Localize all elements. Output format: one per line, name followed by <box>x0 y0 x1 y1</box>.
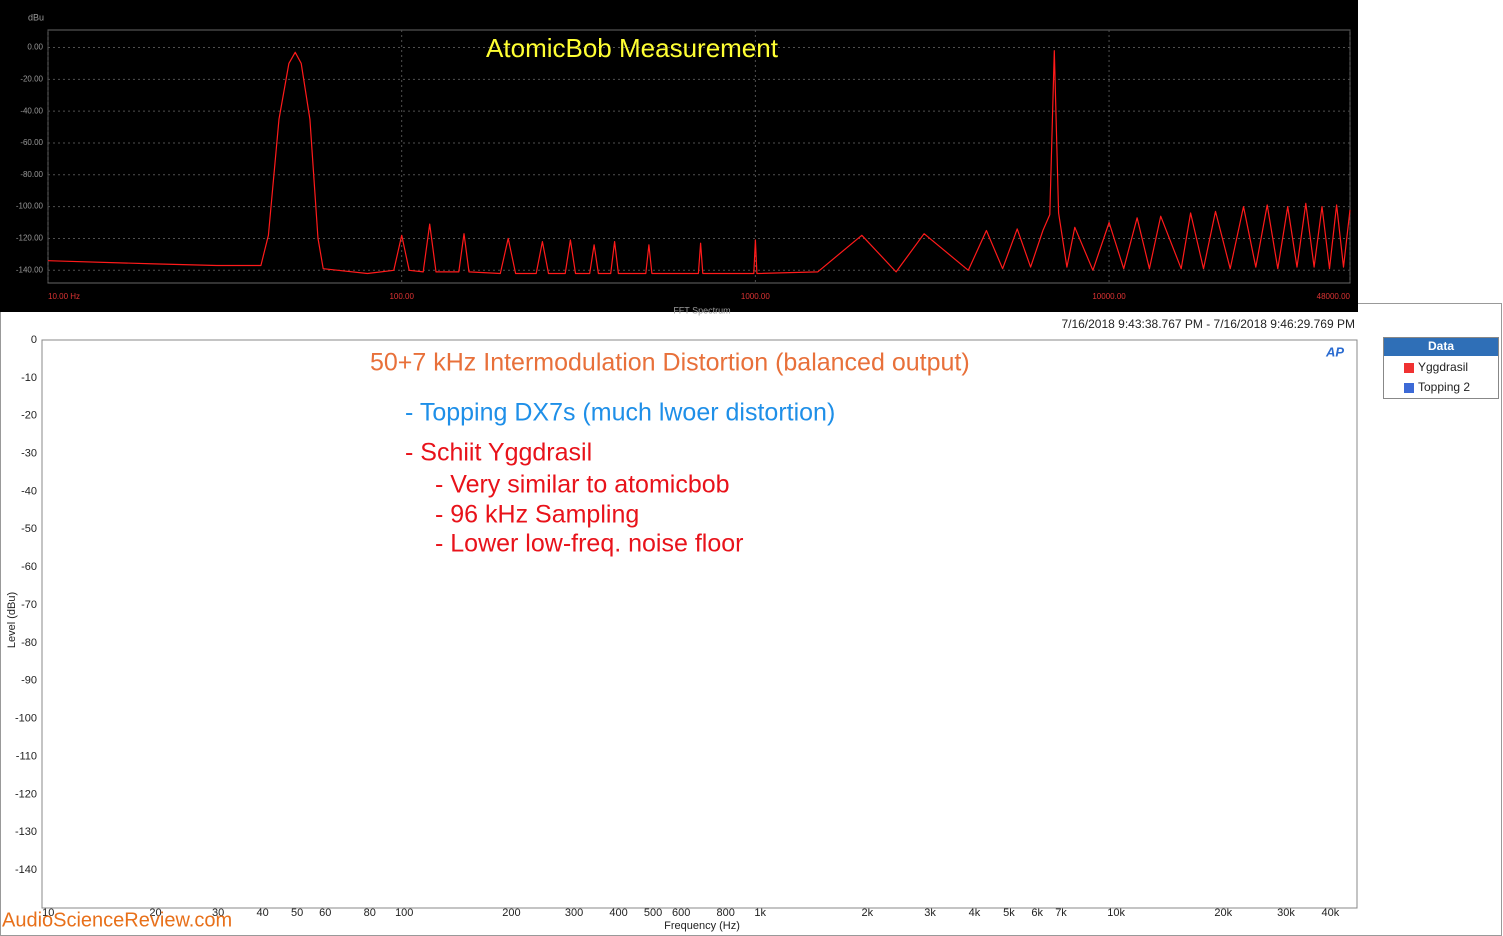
x-tick-label: 60 <box>319 907 331 919</box>
y-tick-label: -90 <box>21 675 37 687</box>
x-tick-label: 600 <box>672 907 690 919</box>
y-tick-label: 0.00 <box>27 43 43 52</box>
y-tick-label: -140 <box>15 864 37 876</box>
annotation: - 96 kHz Sampling <box>435 501 639 529</box>
x-tick-label: 48000.00 <box>1317 292 1351 301</box>
x-tick-label: 7k <box>1055 907 1067 919</box>
x-tick-label: 2k <box>862 907 874 919</box>
y-tick-label: -60.00 <box>20 138 43 147</box>
top-y-label: dBu <box>28 12 44 22</box>
ap-logo: AP <box>1325 344 1344 359</box>
legend: Data Yggdrasil Topping 2 <box>1383 337 1499 399</box>
annotation: - Schiit Yggdrasil <box>405 439 592 467</box>
x-tick-label: 50 <box>291 907 303 919</box>
annotation: - Very similar to atomicbob <box>435 471 730 499</box>
x-tick-label: 40 <box>256 907 268 919</box>
chart-0: 0.00 -20.00 -40.00 -60.00 -80.00 -100.00 -120.… <box>16 30 1351 301</box>
x-tick-label: 30k <box>1277 907 1295 919</box>
timestamp: 7/16/2018 9:43:38.767 PM - 7/16/2018 9:4… <box>1061 317 1355 331</box>
legend-swatch <box>1404 363 1414 373</box>
x-tick-label: 300 <box>565 907 583 919</box>
legend-header <box>1384 338 1498 356</box>
y-tick-label: -100 <box>15 713 37 725</box>
x-tick-label: 6k <box>1031 907 1043 919</box>
x-tick-label: 10.00 Hz <box>48 292 80 301</box>
annotation: - Lower low-freq. noise floor <box>435 530 743 558</box>
legend-label: Topping 2 <box>1418 380 1470 394</box>
legend-title: Data <box>1428 339 1454 353</box>
bottom-title: 50+7 kHz Intermodulation Distortion (bal… <box>370 349 970 377</box>
x-tick-label: 1k <box>754 907 766 919</box>
y-tick-label: -30 <box>21 448 37 460</box>
x-axis-label: Frequency (Hz) <box>664 920 740 932</box>
y-tick-label: -20 <box>21 410 37 422</box>
x-tick-label: 10 <box>42 907 54 919</box>
y-tick-label: -80 <box>21 637 37 649</box>
x-tick-label: 400 <box>609 907 627 919</box>
bottom-plot-frame <box>41 339 1358 909</box>
y-tick-label: -140.00 <box>16 265 44 274</box>
y-tick-label: -120.00 <box>16 234 44 243</box>
y-tick-label: -80.00 <box>20 170 43 179</box>
y-tick-label: -60 <box>21 561 37 573</box>
x-tick-label: 20k <box>1214 907 1232 919</box>
x-tick-label: 5k <box>1003 907 1015 919</box>
x-tick-label: 800 <box>717 907 735 919</box>
y-tick-label: -110 <box>16 750 37 762</box>
y-tick-label: -10 <box>21 372 37 384</box>
y-axis-label: Level (dBu) <box>6 592 18 648</box>
y-tick-label: -50 <box>21 523 37 535</box>
y-tick-label: -120 <box>15 788 37 800</box>
x-tick-label: 200 <box>502 907 520 919</box>
y-tick-label: -130 <box>15 826 37 838</box>
y-tick-label: -40 <box>21 485 37 497</box>
top-footer: FFT Spectrum <box>673 305 730 315</box>
x-tick-label: 10000.00 <box>1092 292 1126 301</box>
x-tick-label: 100.00 <box>389 292 414 301</box>
y-tick-label: -100.00 <box>16 202 44 211</box>
x-tick-label: 30 <box>212 907 224 919</box>
annotation: - Topping DX7s (much lwoer distortion) <box>405 399 835 427</box>
y-tick-label: 0 <box>31 334 37 346</box>
y-tick-label: -40.00 <box>20 106 43 115</box>
legend-label: Yggdrasil <box>1418 360 1468 374</box>
y-tick-label: -20.00 <box>20 74 43 83</box>
x-tick-label: 80 <box>364 907 376 919</box>
watermark: AudioScienceReview.com <box>2 909 232 931</box>
legend-swatch <box>1404 383 1414 393</box>
y-tick-label: -70 <box>21 599 37 611</box>
x-tick-label: 20 <box>149 907 161 919</box>
x-tick-label: 3k <box>924 907 936 919</box>
x-tick-label: 40k <box>1322 907 1340 919</box>
top-title: AtomicBob Measurement <box>486 33 779 63</box>
x-tick-label: 100 <box>395 907 413 919</box>
top-panel-cover <box>0 0 1358 312</box>
x-tick-label: 4k <box>969 907 981 919</box>
series-line <box>47 50 1351 275</box>
x-tick-label: 10k <box>1107 907 1125 919</box>
x-tick-label: 500 <box>644 907 662 919</box>
x-tick-label: 1000.00 <box>741 292 770 301</box>
